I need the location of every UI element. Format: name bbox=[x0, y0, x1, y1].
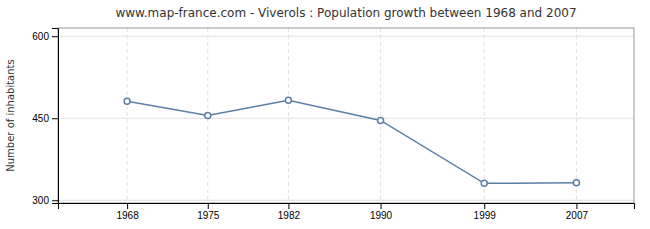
grid-line-y bbox=[58, 200, 634, 201]
tick-label: 1982 bbox=[278, 210, 301, 221]
tick-mark bbox=[576, 203, 577, 209]
point bbox=[124, 98, 130, 104]
grid-line-x bbox=[380, 28, 381, 203]
grid bbox=[58, 28, 634, 203]
tick: 1975 bbox=[197, 203, 220, 221]
tick: 1999 bbox=[474, 203, 497, 221]
point bbox=[285, 97, 291, 103]
tick-label: 450 bbox=[32, 113, 49, 124]
axis-line bbox=[59, 204, 635, 210]
point bbox=[573, 180, 579, 186]
grid-line-x bbox=[576, 28, 577, 203]
marks bbox=[124, 97, 579, 186]
tick: 450 bbox=[32, 113, 58, 124]
grid-line-y bbox=[58, 36, 634, 37]
tick-label: 600 bbox=[32, 31, 49, 42]
point bbox=[205, 113, 211, 119]
tick-label: 1999 bbox=[474, 210, 497, 221]
tick-mark bbox=[52, 118, 58, 119]
tick-mark bbox=[381, 203, 382, 209]
tick-mark bbox=[484, 203, 485, 209]
grid-line-x bbox=[288, 28, 289, 203]
axis-line bbox=[52, 29, 59, 204]
tick-mark bbox=[208, 203, 209, 209]
tick-mark bbox=[52, 200, 58, 201]
tick: 1990 bbox=[370, 203, 393, 221]
point bbox=[481, 180, 487, 186]
tick-label: 1990 bbox=[370, 210, 393, 221]
tick: 1968 bbox=[116, 203, 139, 221]
point bbox=[378, 117, 384, 123]
plot-frame bbox=[58, 28, 634, 203]
grid-line-y bbox=[58, 118, 634, 119]
title: www.map-france.com - Viverols : Populati… bbox=[115, 6, 576, 20]
tick-label: 1975 bbox=[197, 210, 220, 221]
line bbox=[127, 100, 576, 183]
tick-label: 300 bbox=[32, 195, 49, 206]
grid-line-x bbox=[484, 28, 485, 203]
tick-mark bbox=[127, 203, 128, 209]
y-axis: 300 450 600 bbox=[32, 29, 58, 206]
x-axis: 1968 1975 1982 1990 1999 2007 bbox=[59, 203, 635, 221]
tick: 1982 bbox=[278, 203, 301, 221]
tick: 600 bbox=[32, 31, 58, 42]
plot: 1968 1975 1982 1990 1999 2007 300 450 600 bbox=[32, 28, 634, 221]
grid-line-x bbox=[127, 28, 128, 203]
tick-label: 1968 bbox=[116, 210, 139, 221]
tick-mark bbox=[52, 36, 58, 37]
tick: 300 bbox=[32, 195, 58, 206]
tick: 2007 bbox=[566, 203, 589, 221]
tick-label: 2007 bbox=[566, 210, 589, 221]
y-axis-title: Number of inhabitants bbox=[5, 59, 16, 171]
chart: 1968 1975 1982 1990 1999 2007 300 450 600 www.map… bbox=[0, 0, 650, 229]
tick-mark bbox=[288, 203, 289, 209]
